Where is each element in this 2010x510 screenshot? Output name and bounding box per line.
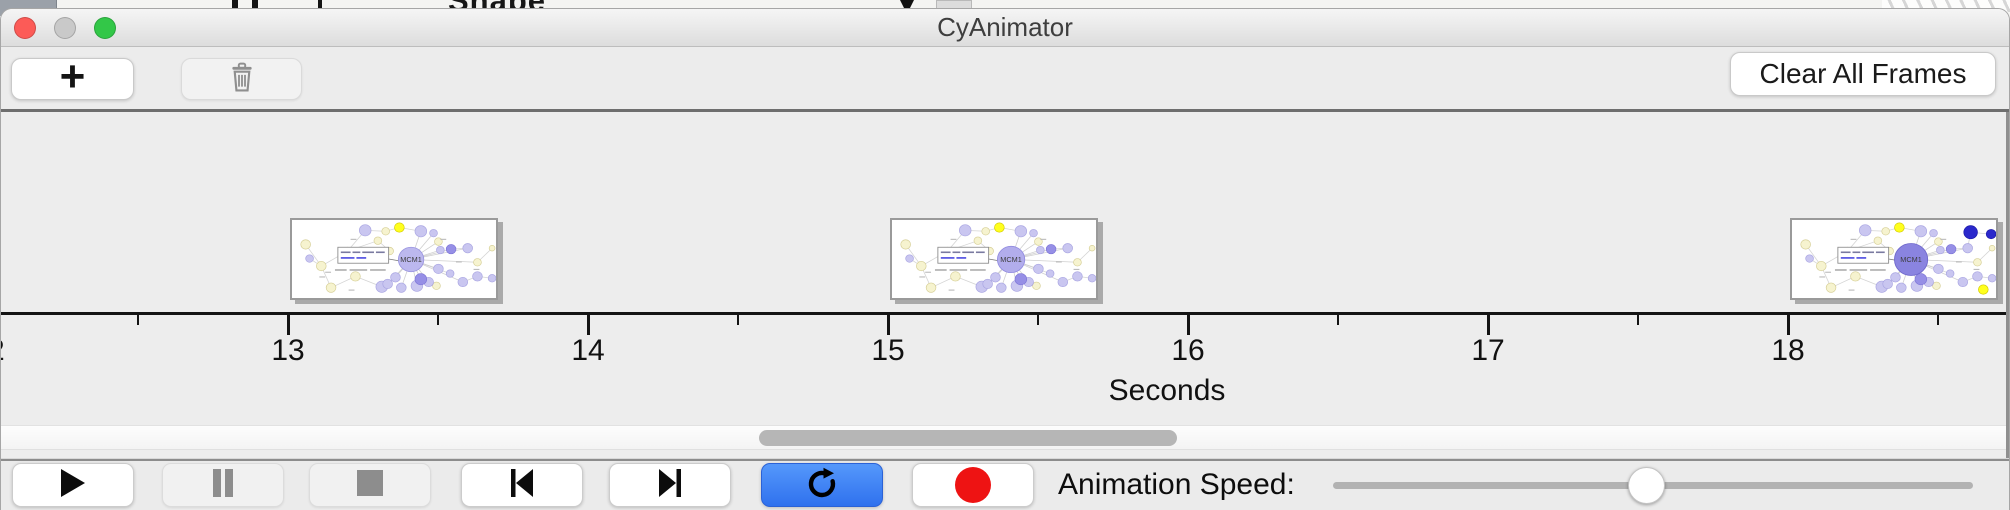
scrollbar-thumb[interactable] [758, 430, 1177, 446]
zoom-window-button[interactable] [94, 17, 116, 39]
skip-to-start-icon [508, 468, 536, 502]
keyframe-thumbnail[interactable]: MCM1 [1790, 218, 1998, 300]
axis-title: Seconds [1108, 374, 1226, 407]
stop-button[interactable] [309, 463, 431, 507]
plus-icon: + [59, 52, 86, 101]
axis-minor-tick [737, 315, 739, 325]
title-bar[interactable]: CyAnimator [1, 9, 2009, 47]
axis-tick-label: 14 [571, 334, 605, 367]
frame-toolbar: + Clear All Frames [1, 47, 2009, 109]
timeline-axis [1, 312, 2006, 315]
timeline-scrollbar[interactable] [1, 425, 2006, 450]
axis-minor-tick [137, 315, 139, 325]
loop-icon [805, 466, 839, 505]
axis-minor-tick [1337, 315, 1339, 325]
loop-button[interactable] [761, 463, 883, 507]
record-icon [955, 467, 991, 503]
skip-to-end-button[interactable] [609, 463, 731, 507]
thumbnail-node-label: MCM1 [1000, 256, 1022, 264]
window-title: CyAnimator [937, 12, 1073, 42]
axis-tick [1487, 315, 1490, 335]
axis-minor-tick [1637, 315, 1639, 325]
bottom-divider [1, 458, 2009, 461]
axis-tick-label: 12 [1, 334, 28, 368]
timeline-panel[interactable]: Seconds 12 13 14 15 16 17 18 MCM1 MCM1 MCM1 [1, 112, 2009, 458]
axis-tick [587, 315, 590, 335]
axis-tick [1187, 315, 1190, 335]
toolbar-divider [1, 109, 2009, 112]
keyframe-thumbnail[interactable]: MCM1 [890, 218, 1098, 300]
skip-to-start-button[interactable] [461, 463, 583, 507]
delete-frame-button[interactable] [181, 58, 302, 100]
axis-tick [1787, 315, 1790, 335]
axis-tick-label: 16 [1171, 334, 1205, 367]
axis-tick-label: 13 [271, 334, 305, 367]
axis-minor-tick [1037, 315, 1039, 325]
thumbnail-node-label: MCM1 [400, 256, 422, 264]
pause-icon [210, 468, 236, 502]
clear-all-frames-button[interactable]: Clear All Frames [1730, 52, 1996, 96]
animation-speed-label: Animation Speed: [1058, 468, 1295, 501]
cyanimator-window: CyAnimator + Clear All Frames Seconds [0, 8, 2010, 510]
axis-tick-label: 18 [1771, 334, 1805, 367]
record-button[interactable] [912, 463, 1034, 507]
add-frame-button[interactable]: + [11, 52, 134, 101]
play-button[interactable] [12, 463, 134, 507]
minimize-window-button[interactable] [54, 17, 76, 39]
trash-icon [229, 62, 255, 97]
axis-tick-label: 15 [871, 334, 905, 367]
speed-slider-thumb[interactable] [1628, 467, 1666, 504]
background-glyph-fragment [232, 0, 238, 11]
close-window-button[interactable] [14, 17, 36, 39]
play-icon [60, 468, 86, 502]
thumbnail-node-label: MCM1 [1900, 256, 1922, 264]
pause-button[interactable] [162, 463, 284, 507]
axis-tick [887, 315, 890, 335]
skip-to-end-icon [656, 468, 684, 502]
axis-tick-label: 17 [1471, 334, 1505, 367]
playback-controls-bar: Animation Speed: [1, 461, 2009, 510]
keyframe-thumbnail[interactable]: MCM1 [290, 218, 498, 300]
stop-icon [357, 469, 383, 501]
background-glyph-fragment [252, 0, 258, 11]
background-glyph-fragment [318, 0, 322, 11]
axis-minor-tick [1937, 315, 1939, 325]
axis-minor-tick [437, 315, 439, 325]
axis-tick [287, 315, 290, 335]
animation-speed-slider[interactable] [1333, 467, 1973, 504]
